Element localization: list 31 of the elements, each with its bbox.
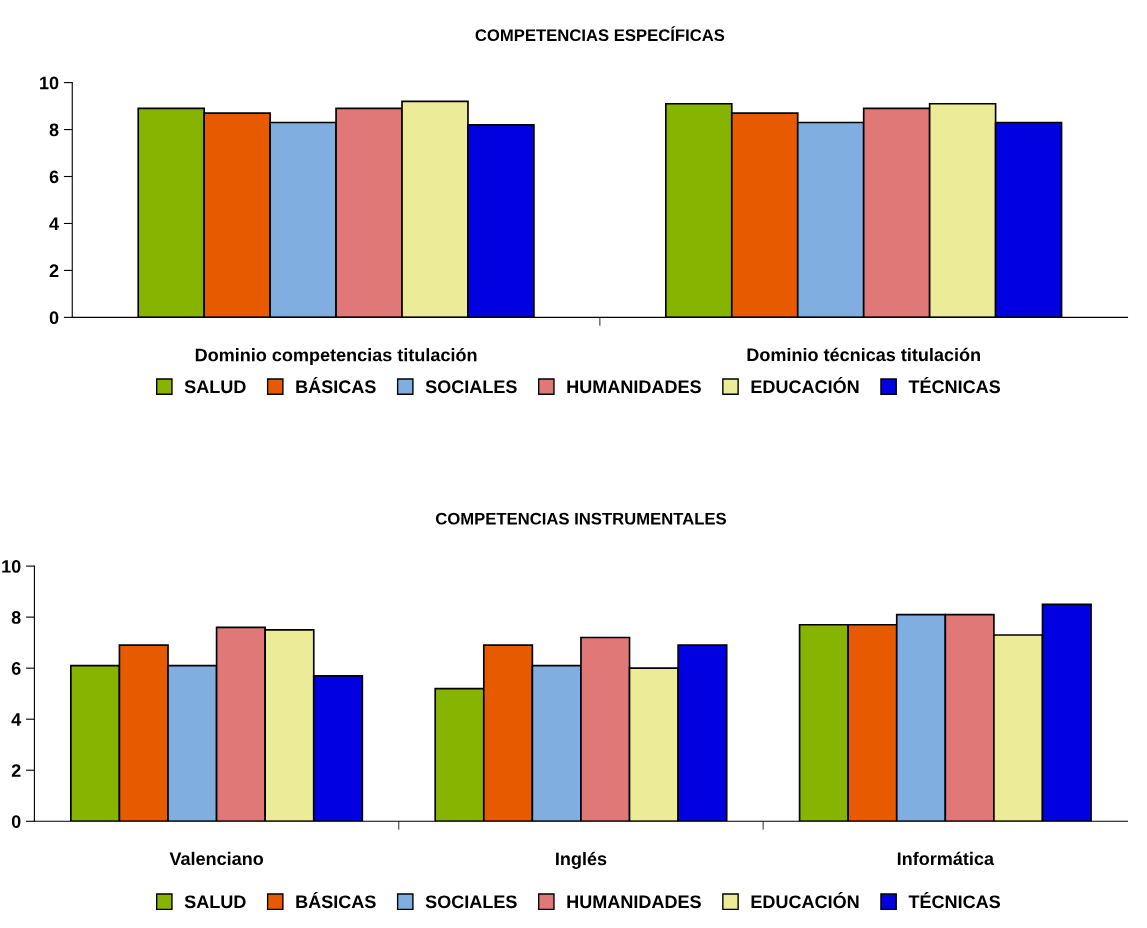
y-tick-label: 8 xyxy=(49,123,59,137)
legend-label: BÁSICAS xyxy=(296,892,376,909)
legend-label: SOCIALES xyxy=(425,895,517,909)
y-tick-label: 4 xyxy=(11,713,22,726)
y-tick-label: 10 xyxy=(2,560,21,573)
y-tick-label: 2 xyxy=(11,764,21,777)
legend-label: HUMANIDADES xyxy=(567,895,701,909)
x-tick-label: Valenciano xyxy=(169,851,264,866)
legend-label: TÉCNICAS xyxy=(908,376,1001,394)
legend-label: TÉCNICAS xyxy=(908,892,1001,909)
legend-label: HUMANIDADES xyxy=(567,380,701,394)
y-tick-label: 2 xyxy=(49,264,59,277)
y-tick-label: 0 xyxy=(49,311,59,325)
legend-label: EDUCACIÓN xyxy=(751,892,859,909)
y-tick-label: 10 xyxy=(40,76,59,90)
y-tick-label: 6 xyxy=(11,662,21,675)
legend-label: EDUCACIÓN xyxy=(751,376,859,394)
x-tick-label: Inglés xyxy=(556,851,607,869)
y-tick-label: 6 xyxy=(49,170,59,184)
y-tick-label: 0 xyxy=(11,815,21,828)
x-tick-label: Informática xyxy=(897,851,995,866)
legend-label: SALUD xyxy=(184,895,246,909)
x-tick-label: Dominio técnicas titulación xyxy=(747,347,980,362)
x-tick-label: Dominio competencias titulación xyxy=(195,347,477,365)
legend-label: SOCIALES xyxy=(425,380,517,394)
legend-label: BÁSICAS xyxy=(296,376,376,394)
legend-label: SALUD xyxy=(184,380,246,394)
chart-title: COMPETENCIAS INSTRUMENTALES xyxy=(435,512,726,525)
y-tick-label: 4 xyxy=(49,217,59,230)
chart-title: COMPETENCIAS ESPECÍFICAS xyxy=(475,26,725,42)
y-tick-label: 8 xyxy=(11,611,21,624)
